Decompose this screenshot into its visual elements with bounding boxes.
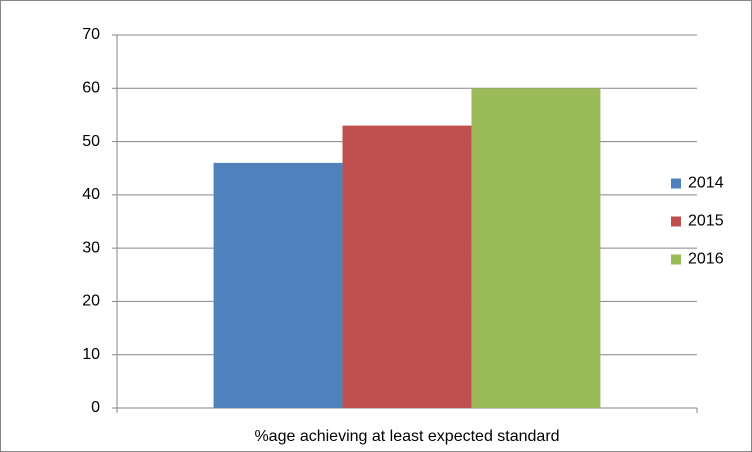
x-tick-label: %age achieving at least expected standar…	[254, 428, 559, 445]
bar	[471, 88, 601, 409]
bar	[213, 162, 343, 408]
legend-swatch	[671, 216, 681, 227]
legend-label: 2016	[688, 251, 724, 268]
y-tick-label: 30	[82, 239, 100, 256]
legend-swatch	[671, 178, 681, 189]
y-tick-label: 20	[82, 293, 100, 310]
legend-swatch	[671, 254, 681, 265]
y-tick-label: 70	[82, 26, 100, 43]
y-tick-label: 10	[82, 346, 100, 363]
bar	[342, 125, 472, 408]
y-tick-label: 50	[82, 133, 100, 150]
legend-label: 2015	[688, 213, 724, 230]
y-tick-label: 60	[82, 80, 100, 97]
y-tick-label: 40	[82, 186, 100, 203]
y-tick-label: 0	[91, 399, 100, 416]
legend-label: 2014	[688, 175, 724, 192]
